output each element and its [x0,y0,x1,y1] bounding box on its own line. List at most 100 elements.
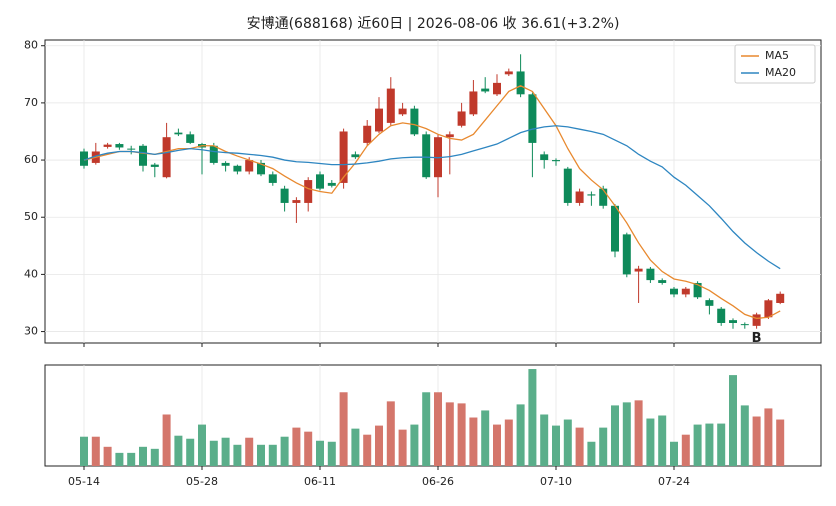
candle-body [776,293,785,303]
volume-bar [174,435,183,466]
y-tick-label: 30 [24,325,38,338]
volume-bar [752,416,761,466]
candle-body [516,71,525,95]
volume-bar [198,424,206,466]
candle-body [115,144,124,148]
chart-title: 安博通(688168) 近60日 | 2026-08-06 收 36.61(+3… [247,15,620,32]
volume-bar [398,429,407,466]
candle-body [611,205,619,252]
y-tick-label: 80 [24,39,38,52]
volume-bar [740,405,749,466]
candle-body [693,282,702,298]
volume-bar [80,436,88,466]
candle-body [174,132,183,135]
volume-bar [115,452,124,466]
volume-bar [434,392,442,466]
candle-body [351,154,360,158]
candle-body [540,154,549,161]
candle-body [705,300,714,306]
volume-bar [339,392,348,466]
candle-body [257,162,265,175]
candle-body [457,111,466,126]
x-tick-label: 07-24 [658,475,690,488]
x-tick-label: 05-28 [186,475,218,488]
candle-body [658,280,667,283]
candle-body [681,288,690,295]
candle-body [422,134,431,178]
volume-bar [245,437,254,466]
candle-body [268,174,277,183]
candle-body [740,324,749,326]
volume-bar [563,419,572,466]
volume-bar [139,446,147,466]
candle-body [528,94,537,143]
candle-body [445,134,454,138]
volume-bar [717,423,726,466]
volume-bar [304,431,313,466]
ma-line [83,85,781,320]
volume-bar [776,419,785,466]
volume-bar [209,440,218,466]
candle-body [292,200,301,203]
candle-body [280,188,289,203]
y-tick-label: 70 [24,96,38,109]
volume-bar [646,418,655,466]
candle-body [375,108,383,132]
candle-body [504,71,513,75]
candle-body [398,108,407,115]
ma-line [83,125,781,270]
x-tick-label: 06-26 [422,475,454,488]
volume-bar [552,425,560,466]
volume-bar [257,444,265,466]
volume-bar [375,425,383,466]
candle-body [316,174,324,189]
candle-body [209,145,218,163]
volume-bar [91,436,100,466]
volume-bar [469,417,478,466]
grid [41,40,821,470]
volume-bar [575,427,584,466]
candle-body [304,180,313,203]
volume-bar [693,424,702,466]
volume-bar [316,440,324,466]
candle-body [139,145,147,166]
legend-label: MA20 [765,66,796,79]
candle-body [622,234,631,275]
main-frame [44,39,822,344]
x-tick-label: 05-14 [68,475,100,488]
candle-body [410,108,419,135]
candle-body [552,160,560,162]
volume-bar [764,408,773,466]
candle-body [363,125,372,143]
candle-body [469,91,478,115]
candle-body [221,162,230,166]
volume-bar [327,441,336,466]
candle-body [327,182,336,186]
volume-bar [127,452,136,466]
candle-body [103,144,112,147]
candle-body [575,191,584,203]
candle-body [386,88,395,123]
candle-body [599,188,608,206]
candle-body [80,151,88,166]
candle-body [150,164,159,167]
candle-body [634,268,643,272]
volume-bar [351,428,360,466]
legend: MA5 MA20 [734,44,816,84]
y-tick-label: 60 [24,153,38,166]
candle-body [764,300,773,318]
volume-bar [457,403,466,466]
volume-bar [658,415,667,466]
legend-label: MA5 [765,49,789,62]
candle-body [493,82,501,95]
volume-bar [386,401,395,466]
candle-body [481,88,490,92]
volume-bar [528,369,537,466]
volume-bar [504,419,513,466]
volume-bar [599,427,608,466]
annotation: B [752,331,762,346]
volume-bar [681,434,690,466]
volume-bar [221,437,230,466]
candle-body [127,148,136,150]
